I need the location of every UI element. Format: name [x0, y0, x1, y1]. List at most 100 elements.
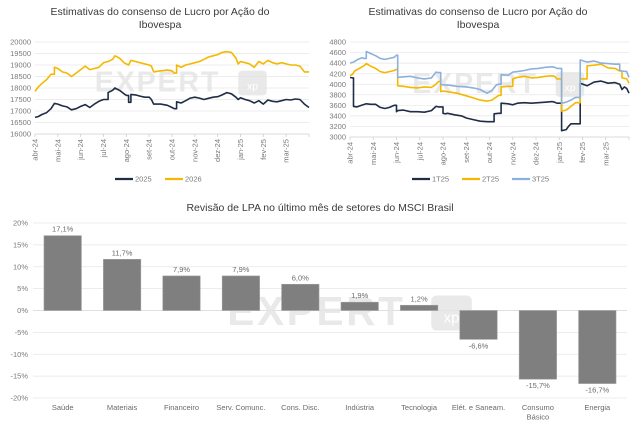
chart3-data-labels: 17,1% 11,7% 7,9% 7,9% 6,0% 1,9% 1,2% -6,6% -15,7… [52, 225, 609, 395]
c3-bar-3 [221, 275, 260, 311]
c2-watermark-text: EXPERT [412, 68, 537, 100]
c3-y-tick-label: -10% [10, 350, 28, 359]
c3-bar-2 [162, 275, 201, 311]
c3-watermark-badge-text: xp [444, 310, 460, 326]
c3-y-tick-label: 20% [13, 219, 28, 228]
chart2-watermark: EXPERT xp [412, 68, 585, 100]
c1-x-tick-label: jun-24 [76, 139, 85, 161]
c3-bar-6 [400, 304, 439, 311]
c2-watermark-badge [555, 72, 585, 97]
c2-x-tick-label: set-24 [462, 142, 471, 163]
c2-y-tick-label: 3400 [329, 111, 346, 120]
c3-y-tick-label: 5% [17, 284, 28, 293]
c3-data-label-0: 17,1% [52, 225, 74, 234]
c3-data-label-7: -6,6% [469, 341, 489, 350]
c3-y-tick-label: -5% [15, 328, 29, 337]
c3-data-label-2: 7,9% [173, 265, 190, 274]
chart-sector-eps-revision: Revisão de LPA no último mês de setores … [10, 202, 627, 422]
c3-category-label-6: Tecnologia [401, 403, 438, 412]
c2-x-tick-label: dez-24 [532, 142, 541, 165]
c1-watermark-badge-text: xp [247, 82, 258, 93]
c2-y-tick-label: 4600 [329, 48, 346, 57]
c1-x-tick-label: mar-25 [282, 139, 291, 163]
c3-y-tick-label: -20% [10, 394, 28, 403]
c2-x-tick-label: out-24 [485, 142, 494, 163]
c3-bar-9 [578, 310, 617, 384]
c1-x-tick-label: out-24 [168, 139, 177, 160]
chart1-watermark: EXPERT xp [95, 67, 267, 99]
c2-x-tick-label: abr-24 [346, 142, 355, 164]
c3-data-label-3: 7,9% [232, 265, 249, 274]
c1-y-tick-label: 17500 [10, 95, 31, 104]
c2-x-tick-label: mar-25 [601, 142, 610, 166]
c2-series-line-3T25 [349, 50, 630, 104]
c1-y-tick-label: 18500 [10, 72, 31, 81]
c3-category-label-9: Energia [584, 403, 611, 412]
c1-x-tick-label: set-24 [145, 139, 154, 160]
c1-x-tick-label: abr-24 [31, 139, 40, 161]
c2-series-line-1T25 [349, 76, 630, 132]
c3-category-label-4: Cons. Disc. [281, 403, 319, 412]
c1-legend-label-2026: 2026 [185, 175, 202, 184]
c1-y-tick-label: 16500 [10, 118, 31, 127]
c2-y-tick-label: 4200 [329, 69, 346, 78]
chart2-title-line1: Estimativas do consenso de Lucro por Açã… [369, 6, 588, 18]
c2-x-tick-label: jul-24 [415, 142, 424, 161]
c2-x-tick-label: ago-24 [439, 142, 448, 165]
c2-series-line-2T25 [349, 62, 630, 112]
c3-bar-7 [459, 310, 498, 340]
c2-x-tick-label: mai-24 [369, 142, 378, 165]
c2-legend-label-2T25: 2T25 [482, 175, 499, 184]
chart2-x-axis: abr-24 mai-24 jun-24 jul-24 ago-24 set-24 out-… [346, 136, 630, 166]
c2-y-tick-label: 3200 [329, 122, 346, 131]
c3-data-label-6: 1,2% [411, 294, 428, 303]
c1-x-tick-label: jul-24 [99, 139, 108, 158]
c3-category-label-8: Consumo [522, 403, 554, 412]
c1-y-tick-label: 16000 [10, 130, 31, 139]
c1-legend-label-2025: 2025 [135, 175, 152, 184]
c3-bar-1 [103, 259, 142, 311]
c3-y-tick-label: 10% [13, 262, 28, 271]
c3-data-label-8: -15,7% [526, 381, 550, 390]
c1-y-tick-label: 19000 [10, 61, 31, 70]
chart1-gridlines [35, 41, 309, 123]
c1-watermark-badge [238, 70, 267, 96]
c3-y-tick-label: 15% [13, 240, 28, 249]
c3-category-label-1: Materiais [107, 403, 138, 412]
c1-y-tick-label: 19500 [10, 49, 31, 58]
c2-y-tick-label: 3600 [329, 101, 346, 110]
c3-y-tick-label: -15% [10, 372, 28, 381]
c3-data-label-9: -16,7% [585, 386, 609, 395]
c3-bar-5 [340, 301, 379, 311]
c3-category-label-2: Financeiro [164, 403, 199, 412]
c3-data-label-4: 6,0% [292, 273, 309, 282]
chart2-legend: 1T25 2T25 3T25 [412, 175, 549, 184]
chart3-watermark: EXPERT xp [227, 288, 472, 334]
c2-y-tick-label: 3000 [329, 133, 346, 142]
chart3-y-axis: -20% -15% -10% -5% 0% 5% 10% 15% 20% [10, 219, 28, 403]
c2-watermark-badge-text: xp [564, 83, 575, 94]
chart1-legend: 2025 2026 [115, 175, 202, 184]
c3-category-label-3: Serv. Comunc. [216, 403, 265, 412]
c1-x-tick-label: jan-25 [236, 139, 245, 161]
chart3-bars [43, 235, 617, 384]
c1-x-tick-label: nov-24 [190, 139, 199, 162]
chart-eps-quarters: Estimativas do consenso de Lucro por Açã… [329, 6, 630, 184]
c2-y-tick-label: 4000 [329, 80, 346, 89]
chart2-title-line2: Ibovespa [457, 19, 500, 31]
c3-data-label-1: 11,7% [112, 248, 133, 257]
c3-category-label-5: Indústria [345, 403, 375, 412]
c3-category-label-0: Saúde [52, 403, 74, 412]
c1-y-tick-label: 17000 [10, 107, 31, 116]
c2-y-tick-label: 3800 [329, 90, 346, 99]
c2-x-tick-label: jun-24 [392, 142, 401, 164]
c3-data-label-5: 1,9% [351, 291, 368, 300]
c1-x-tick-label: mai-24 [53, 139, 62, 162]
c1-x-tick-label: dez-24 [213, 139, 222, 162]
chart1-x-axis: abr-24 mai-24 jun-24 jul-24 ago-24 set-24 out-… [31, 133, 310, 163]
c3-bar-4 [281, 283, 320, 311]
chart1-title-line2: Ibovespa [139, 19, 182, 31]
chart1-series [34, 50, 310, 119]
